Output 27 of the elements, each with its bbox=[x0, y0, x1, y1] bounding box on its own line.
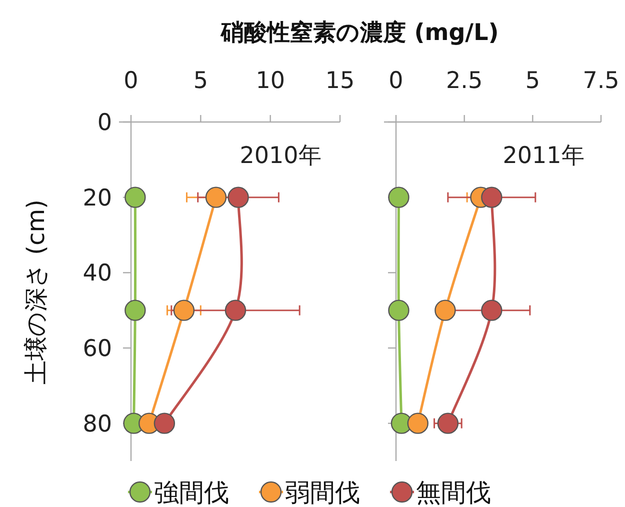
x-tick-label: 0 bbox=[124, 68, 138, 94]
point bbox=[124, 300, 146, 321]
x-tick-label: 15 bbox=[325, 68, 355, 94]
y-axis-title: 土壌の深さ (cm) bbox=[22, 200, 50, 384]
point bbox=[124, 186, 146, 208]
y-tick-label: 80 bbox=[82, 411, 112, 438]
legend-label: 弱間伐 bbox=[285, 478, 360, 507]
x-tick-label: 0 bbox=[388, 68, 404, 94]
point bbox=[154, 412, 176, 434]
point bbox=[224, 300, 246, 321]
legend-label: 無間伐 bbox=[416, 478, 491, 507]
point bbox=[228, 186, 249, 208]
y-tick-label: 20 bbox=[82, 185, 112, 212]
x-tick-label: 10 bbox=[256, 68, 285, 94]
annotation: 2010年 bbox=[240, 143, 322, 169]
y-tick-label: 60 bbox=[82, 336, 112, 362]
legend-label: 強間伐 bbox=[154, 478, 229, 507]
x-tick-label: 7.5 bbox=[582, 68, 620, 94]
chart-title: 硝酸性窒素の濃度 (mg/L) bbox=[220, 19, 499, 46]
x-tick-label: 5 bbox=[193, 68, 208, 94]
x-tick-label: 5 bbox=[525, 68, 540, 94]
y-tick-label: 40 bbox=[82, 260, 112, 287]
annotation: 2011年 bbox=[502, 143, 584, 169]
x-tick-label: 2.5 bbox=[446, 68, 483, 94]
y-tick-label: 0 bbox=[97, 110, 112, 136]
point bbox=[173, 300, 195, 321]
point bbox=[205, 186, 227, 208]
